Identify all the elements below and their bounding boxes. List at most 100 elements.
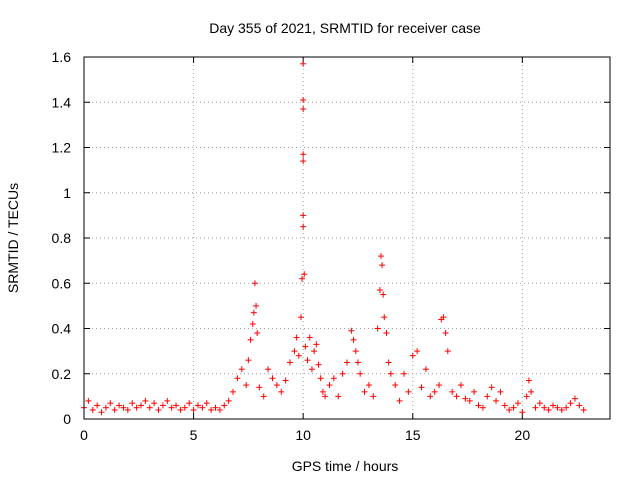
y-tick-label: 0 bbox=[63, 411, 71, 427]
data-point bbox=[300, 158, 307, 165]
data-point bbox=[300, 60, 307, 67]
data-point bbox=[102, 404, 109, 411]
data-point bbox=[322, 393, 329, 400]
data-point bbox=[554, 404, 561, 411]
data-point bbox=[567, 400, 574, 407]
data-point bbox=[475, 402, 482, 409]
data-point bbox=[510, 404, 517, 411]
data-point bbox=[381, 314, 388, 321]
data-point bbox=[315, 361, 322, 368]
data-point bbox=[111, 406, 118, 413]
x-tick-label: 5 bbox=[190, 427, 198, 443]
data-point bbox=[265, 366, 272, 373]
data-point bbox=[471, 388, 478, 395]
y-tick-label: 1.4 bbox=[52, 94, 72, 110]
data-point bbox=[523, 393, 530, 400]
data-point bbox=[107, 400, 114, 407]
data-point bbox=[253, 302, 260, 309]
data-point bbox=[326, 382, 333, 389]
chart-title: Day 355 of 2021, SRMTID for receiver cas… bbox=[209, 20, 481, 36]
y-tick-label: 1.2 bbox=[52, 140, 72, 156]
data-point bbox=[282, 377, 289, 384]
data-point bbox=[370, 393, 377, 400]
data-point bbox=[225, 397, 232, 404]
data-point bbox=[98, 409, 105, 416]
data-point bbox=[247, 336, 254, 343]
data-point bbox=[418, 384, 425, 391]
data-point bbox=[409, 352, 416, 359]
data-point bbox=[94, 402, 101, 409]
data-point bbox=[295, 352, 302, 359]
data-point bbox=[348, 327, 355, 334]
data-point bbox=[506, 406, 513, 413]
y-tick-label: 0.8 bbox=[52, 230, 72, 246]
data-point bbox=[186, 400, 193, 407]
data-point bbox=[354, 359, 361, 366]
data-point bbox=[120, 404, 127, 411]
data-point bbox=[269, 375, 276, 382]
data-point bbox=[278, 388, 285, 395]
data-point bbox=[550, 402, 557, 409]
x-tick-label: 20 bbox=[515, 427, 531, 443]
data-point bbox=[576, 402, 583, 409]
data-point bbox=[414, 348, 421, 355]
data-point bbox=[89, 406, 96, 413]
data-point bbox=[116, 402, 123, 409]
data-point bbox=[442, 330, 449, 337]
x-tick-label: 15 bbox=[405, 427, 421, 443]
data-point bbox=[377, 253, 384, 260]
data-point bbox=[300, 96, 307, 103]
data-point bbox=[541, 404, 548, 411]
data-points bbox=[81, 60, 587, 416]
data-point bbox=[300, 151, 307, 158]
data-point bbox=[350, 336, 357, 343]
data-point bbox=[361, 388, 368, 395]
data-point bbox=[436, 382, 443, 389]
data-point bbox=[146, 404, 153, 411]
data-point bbox=[365, 382, 372, 389]
data-point bbox=[501, 402, 508, 409]
y-tick-label: 0.6 bbox=[52, 275, 72, 291]
data-point bbox=[453, 393, 460, 400]
data-point bbox=[300, 223, 307, 230]
data-point bbox=[249, 320, 256, 327]
data-point bbox=[431, 388, 438, 395]
data-point bbox=[133, 404, 140, 411]
data-point bbox=[300, 106, 307, 113]
data-point bbox=[137, 402, 144, 409]
grid-lines bbox=[84, 57, 610, 419]
data-point bbox=[493, 397, 500, 404]
data-point bbox=[293, 334, 300, 341]
data-point bbox=[254, 330, 261, 337]
data-point bbox=[374, 325, 381, 332]
data-point bbox=[466, 397, 473, 404]
y-tick-label: 1.6 bbox=[52, 49, 72, 65]
data-point bbox=[313, 341, 320, 348]
data-point bbox=[181, 404, 188, 411]
data-point bbox=[216, 406, 223, 413]
axis-ticks: 0 5 10 15 20 0 0.2 0.4 0.6 0.8 1 1.2 1.4 1.6 bbox=[52, 49, 610, 443]
data-point bbox=[488, 384, 495, 391]
data-point bbox=[238, 366, 245, 373]
data-point bbox=[308, 366, 315, 373]
x-tick-label: 0 bbox=[80, 427, 88, 443]
data-point bbox=[449, 388, 456, 395]
data-point bbox=[151, 400, 158, 407]
plot-frame bbox=[83, 56, 611, 420]
data-point bbox=[563, 404, 570, 411]
data-point bbox=[319, 388, 326, 395]
data-point bbox=[273, 382, 280, 389]
data-point bbox=[519, 409, 526, 416]
data-point bbox=[444, 348, 451, 355]
data-point bbox=[234, 375, 241, 382]
data-point bbox=[155, 406, 162, 413]
data-point bbox=[352, 348, 359, 355]
data-point bbox=[177, 406, 184, 413]
x-tick-label: 10 bbox=[295, 427, 311, 443]
y-tick-label: 0.2 bbox=[52, 366, 72, 382]
data-point bbox=[221, 402, 228, 409]
data-point bbox=[251, 280, 258, 287]
data-point bbox=[344, 359, 350, 366]
data-point bbox=[536, 400, 543, 407]
data-point bbox=[250, 309, 257, 316]
